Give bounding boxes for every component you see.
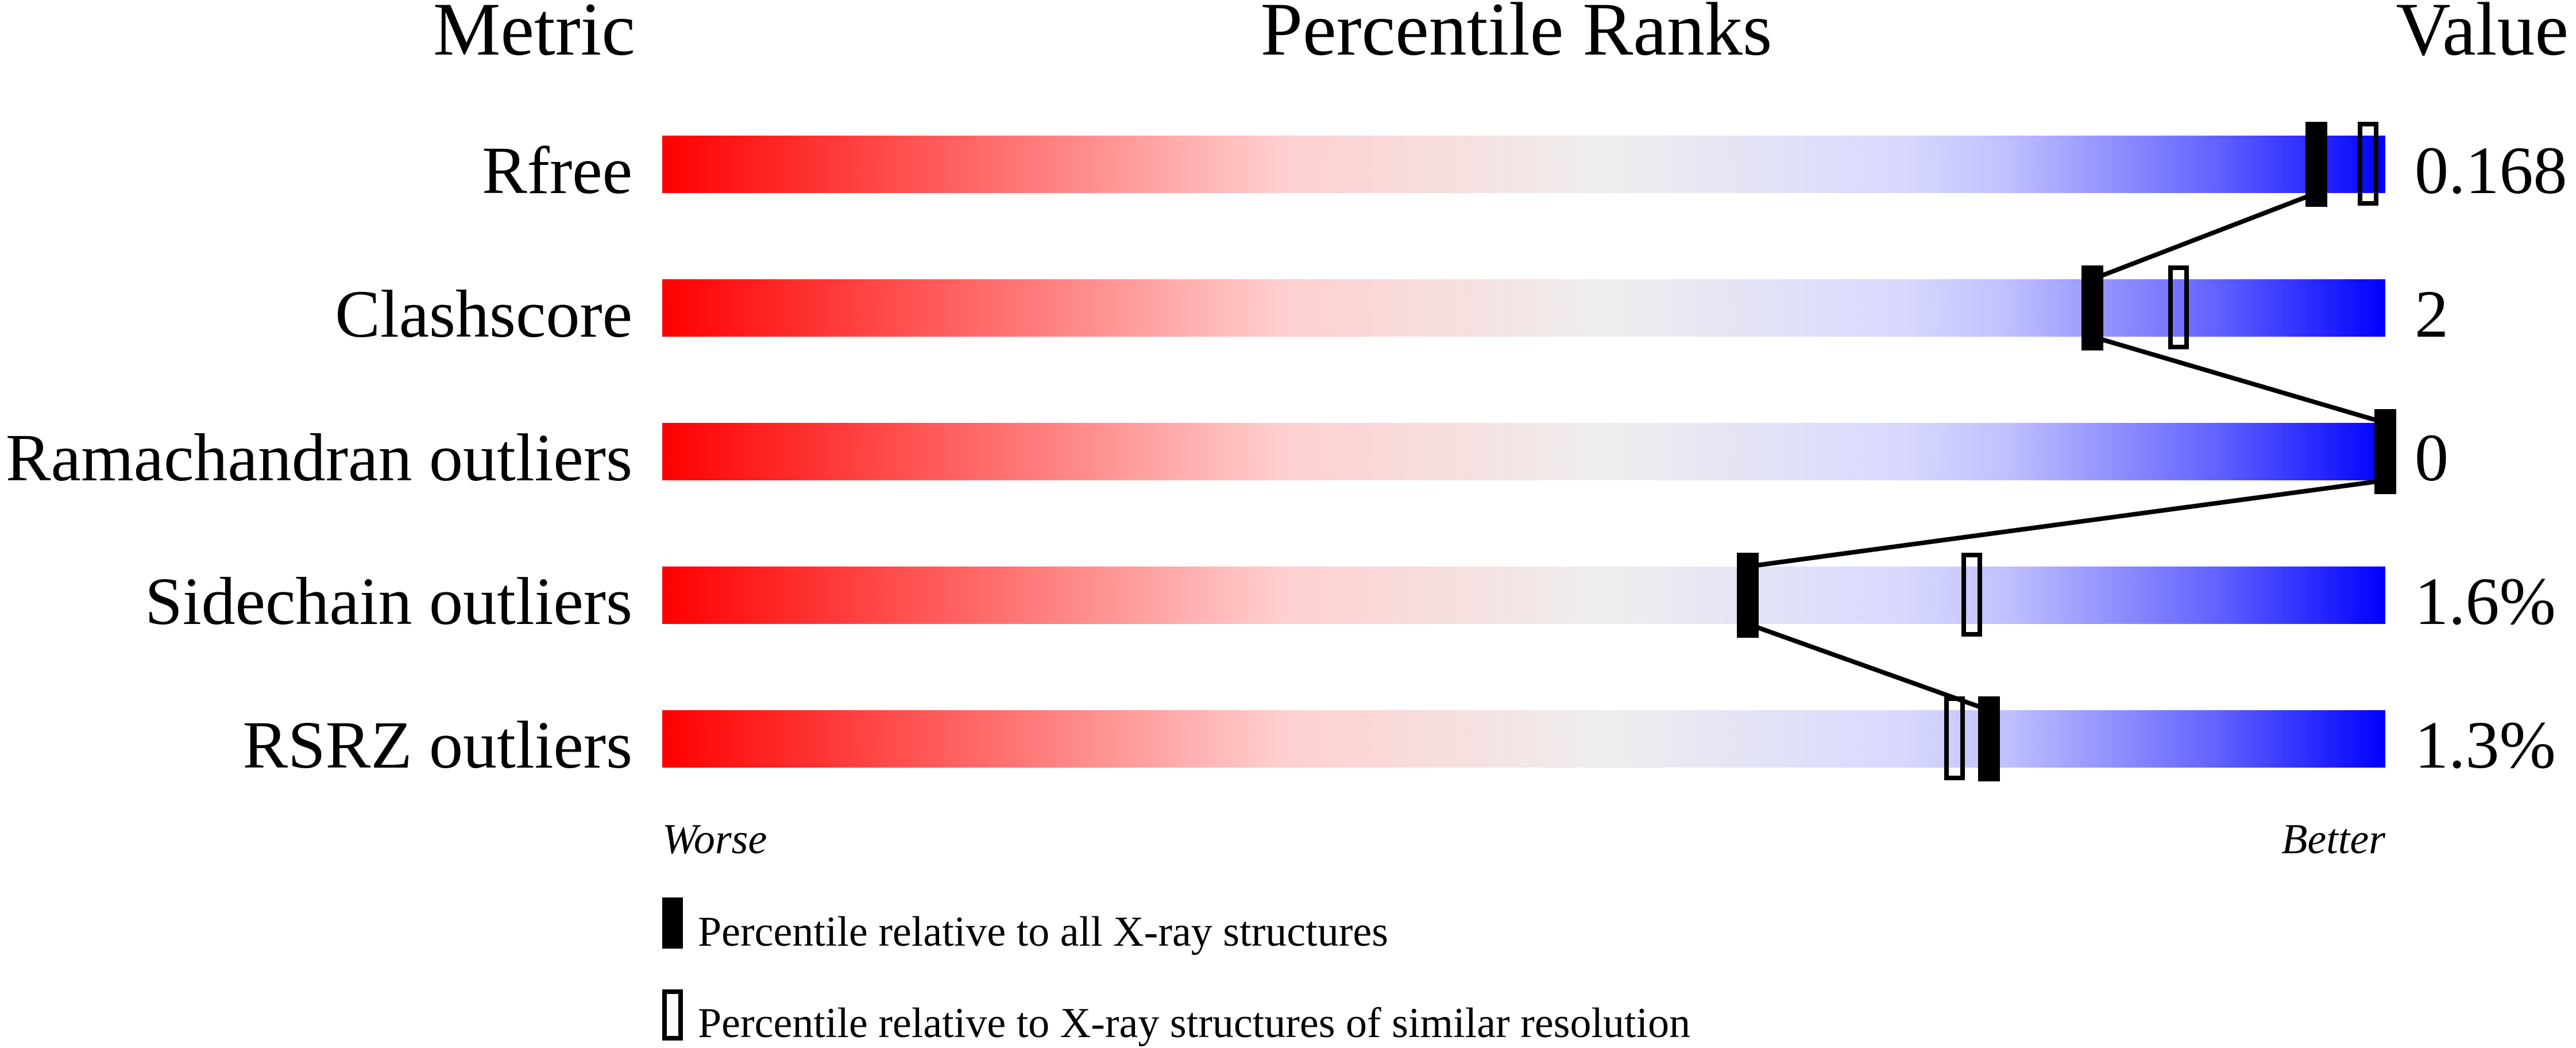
header-metric: Metric xyxy=(433,0,635,71)
legend-filled-marker-icon xyxy=(662,897,683,949)
connector-line xyxy=(2091,334,2386,425)
header-percentile-ranks: Percentile Ranks xyxy=(1261,0,1772,71)
metric-label: Rfree xyxy=(482,133,632,208)
metric-label: Ramachandran outliers xyxy=(6,420,632,495)
percentile-bar xyxy=(662,423,2385,480)
similar-resolution-marker xyxy=(1961,553,1982,637)
metric-label: Sidechain outliers xyxy=(145,564,632,639)
percentile-bar xyxy=(662,279,2385,337)
all-structures-marker xyxy=(2305,122,2327,207)
header-value: Value xyxy=(2396,0,2569,71)
metric-value: 1.3% xyxy=(2415,707,2556,783)
similar-resolution-marker xyxy=(2358,122,2378,206)
percentile-bar xyxy=(662,136,2385,193)
all-structures-marker xyxy=(2081,265,2103,350)
metric-label: Clashscore xyxy=(335,276,632,352)
axis-label-better: Better xyxy=(2281,816,2386,863)
connector-lines xyxy=(1747,191,2386,712)
all-structures-marker xyxy=(2374,409,2396,494)
connector-line xyxy=(1747,622,1990,712)
connector-line xyxy=(1747,478,2386,569)
connector-line xyxy=(2091,191,2318,282)
similar-resolution-marker xyxy=(2168,265,2189,349)
metric-rows: Rfree 0.168 Clashscore 2 Ramachandran outlie… xyxy=(6,133,2567,783)
all-structures-marker xyxy=(1737,553,1759,638)
axis-label-worse: Worse xyxy=(662,816,767,863)
percentile-bar xyxy=(662,710,2385,768)
legend-similar-label: Percentile relative to X-ray structures … xyxy=(698,1000,1690,1047)
legend-open-marker-icon xyxy=(662,989,683,1041)
metric-value: 0.168 xyxy=(2415,133,2567,208)
metric-value: 1.6% xyxy=(2415,564,2556,639)
all-structures-marker xyxy=(1978,696,2000,781)
legend-all-label: Percentile relative to all X-ray structu… xyxy=(698,908,1388,955)
percentile-bar xyxy=(662,567,2385,624)
metric-value: 0 xyxy=(2415,420,2448,495)
similar-resolution-marker xyxy=(1944,696,1965,780)
percentile-markers xyxy=(1737,122,2396,781)
metric-label: RSRZ outliers xyxy=(242,707,632,783)
metric-value: 2 xyxy=(2415,276,2448,352)
